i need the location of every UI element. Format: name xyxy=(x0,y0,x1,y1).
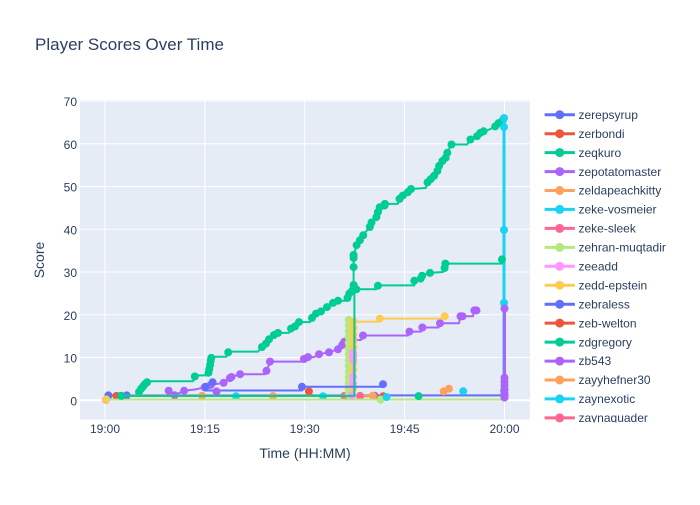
svg-text:40: 40 xyxy=(64,223,78,237)
svg-text:zehran-muqtadir: zehran-muqtadir xyxy=(579,241,666,255)
svg-text:zeqkuro: zeqkuro xyxy=(579,146,622,160)
svg-text:zeb-welton: zeb-welton xyxy=(579,316,637,330)
svg-text:zdgregory: zdgregory xyxy=(579,335,632,349)
svg-text:zeke-vosmeier: zeke-vosmeier xyxy=(579,203,657,217)
svg-text:zb543: zb543 xyxy=(579,354,612,368)
svg-text:zaynexotic: zaynexotic xyxy=(579,392,636,406)
svg-text:30: 30 xyxy=(64,266,78,280)
svg-text:19:00: 19:00 xyxy=(90,422,120,436)
svg-text:10: 10 xyxy=(64,352,78,366)
svg-text:zeke-sleek: zeke-sleek xyxy=(579,222,637,236)
svg-text:zerbondi: zerbondi xyxy=(579,127,625,141)
svg-text:60: 60 xyxy=(64,138,78,152)
svg-text:zayyhefner30: zayyhefner30 xyxy=(579,373,651,387)
svg-text:19:45: 19:45 xyxy=(390,422,420,436)
svg-text:20:00: 20:00 xyxy=(489,422,519,436)
svg-text:19:15: 19:15 xyxy=(190,422,220,436)
svg-text:Player Scores Over Time: Player Scores Over Time xyxy=(35,35,224,54)
svg-text:zeldapeachkitty: zeldapeachkitty xyxy=(579,184,662,198)
svg-text:zebraless: zebraless xyxy=(579,297,630,311)
svg-text:zedd-epstein: zedd-epstein xyxy=(579,278,648,292)
svg-text:zeeadd: zeeadd xyxy=(579,260,618,274)
svg-text:zepotatomaster: zepotatomaster xyxy=(579,165,662,179)
svg-text:zerepsyrup: zerepsyrup xyxy=(579,108,639,122)
svg-text:0: 0 xyxy=(70,394,77,408)
svg-text:19:30: 19:30 xyxy=(290,422,320,436)
svg-text:Time (HH:MM): Time (HH:MM) xyxy=(259,445,350,461)
svg-text:zaynaquader: zaynaquader xyxy=(579,411,648,425)
svg-text:70: 70 xyxy=(64,95,78,109)
svg-text:20: 20 xyxy=(64,309,78,323)
svg-text:50: 50 xyxy=(64,181,78,195)
svg-text:Score: Score xyxy=(31,242,47,279)
